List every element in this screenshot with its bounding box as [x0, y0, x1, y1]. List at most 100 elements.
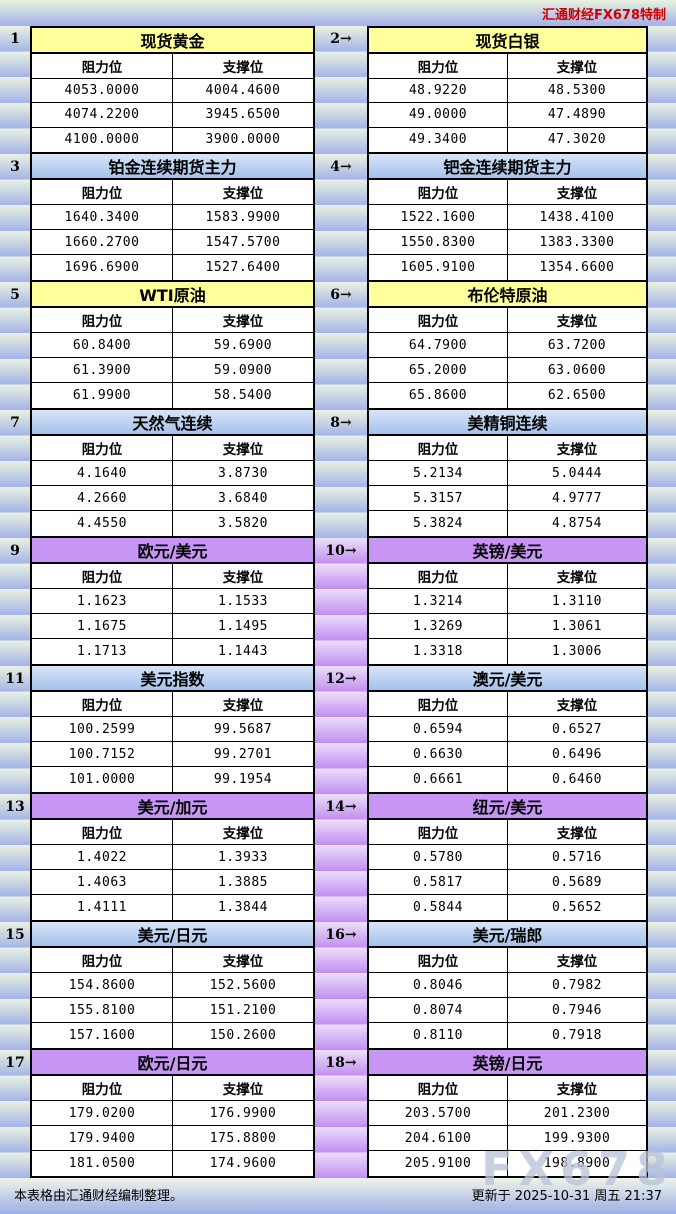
resistance-value: 5.3824: [369, 511, 508, 536]
left-gutter: 17: [0, 1050, 30, 1178]
panels-grid: 1 现货黄金 阻力位 支撑位 4053.0000 4004.4600 4074.…: [0, 26, 676, 1178]
support-value: 1383.3300: [508, 230, 646, 255]
row-index-label: 9: [10, 543, 20, 559]
panel-usd-cad: 美元/加元 阻力位 支撑位 1.4022 1.3933 1.4063 1.388…: [30, 794, 315, 922]
resistance-header: 阻力位: [32, 1076, 173, 1101]
support-value: 0.6460: [552, 772, 602, 787]
panel-header-row: 阻力位 支撑位: [32, 54, 313, 79]
panel-data-row: 5.2134 5.0444: [369, 461, 646, 486]
panel-data-row: 64.7900 63.7200: [369, 333, 646, 358]
resistance-value: 48.9220: [369, 78, 508, 103]
row-index-label: 3: [10, 159, 20, 175]
resistance-header: 阻力位: [369, 180, 508, 205]
brand-label: 汇通财经FX678特制: [541, 7, 666, 23]
support-header: 支撑位: [508, 180, 646, 205]
block-row: 11 美元指数 阻力位 支撑位 100.2599 99.5687 100.715…: [0, 666, 676, 794]
panel-header-row: 阻力位 支撑位: [369, 436, 646, 461]
panel-natural-gas: 天然气连续 阻力位 支撑位 4.1640 3.8730 4.2660 3.684…: [30, 410, 315, 538]
panel-data-row: 0.8110 0.7918: [369, 1023, 646, 1048]
panel-header-row: 阻力位 支撑位: [369, 180, 646, 205]
panel-data-row: 1.3214 1.3110: [369, 589, 646, 614]
resistance-value: 4053.0000: [32, 78, 173, 103]
middle-gutter: 6→: [315, 282, 367, 410]
support-value: 1.1533: [173, 589, 313, 614]
support-value: 3.8730: [173, 461, 313, 486]
support-value: 99.2701: [173, 742, 313, 767]
panel-data-row: 49.3400 47.3020: [369, 127, 646, 152]
resistance-value: 64.7900: [369, 333, 508, 358]
panel-data-row: 100.2599 99.5687: [32, 717, 313, 742]
panel-data-row: 4.1640 3.8730: [32, 461, 313, 486]
panel-header-row: 阻力位 支撑位: [369, 308, 646, 333]
resistance-value: 0.6661: [369, 767, 508, 792]
resistance-header: 阻力位: [32, 308, 173, 333]
support-value: 176.9900: [173, 1101, 313, 1126]
panel-header-row: 阻力位 支撑位: [369, 564, 646, 589]
support-value: 99.1954: [213, 772, 273, 787]
resistance-header: 阻力位: [32, 180, 173, 205]
panel-data-row: 5.3157 4.9777: [369, 486, 646, 511]
left-gutter: 13: [0, 794, 30, 922]
resistance-value: 0.8110: [369, 1023, 508, 1048]
support-value: 0.7982: [508, 973, 646, 998]
block-row: 9 欧元/美元 阻力位 支撑位 1.1623 1.1533 1.1675 1.1…: [0, 538, 676, 666]
panel-title: 钯金连续期货主力: [369, 154, 646, 180]
panel-title: 天然气连续: [32, 410, 313, 436]
resistance-value: 0.6594: [369, 717, 508, 742]
support-value: 3.6840: [173, 486, 313, 511]
panel-header-row: 阻力位 支撑位: [369, 692, 646, 717]
resistance-value: 205.9100: [369, 1151, 508, 1176]
row-index-arrow-label: 4→: [330, 159, 352, 175]
block-row: 3 铂金连续期货主力 阻力位 支撑位 1640.3400 1583.9900 1…: [0, 154, 676, 282]
resistance-value: 0.8046: [369, 973, 508, 998]
panel-data-row: 4100.0000 3900.0000: [32, 127, 313, 152]
panel-usd-jpy: 美元/日元 阻力位 支撑位 154.8600 152.5600 155.8100…: [30, 922, 315, 1050]
resistance-value: 1696.6900: [32, 255, 173, 280]
support-value: 62.6500: [547, 388, 607, 403]
resistance-value: 4100.0000: [32, 127, 173, 152]
support-value: 1354.6600: [539, 260, 615, 275]
resistance-value: 0.5817: [369, 870, 508, 895]
panel-title: 铂金连续期货主力: [32, 154, 313, 180]
resistance-value: 179.0200: [32, 1101, 173, 1126]
resistance-header: 阻力位: [32, 948, 173, 973]
resistance-header: 阻力位: [32, 54, 173, 79]
right-gutter: [648, 26, 676, 154]
panel-title: 美元/加元: [32, 794, 313, 820]
block-row: 13 美元/加元 阻力位 支撑位 1.4022 1.3933 1.4063 1.…: [0, 794, 676, 922]
support-header: 支撑位: [508, 54, 646, 79]
panel-data-row: 204.6100 199.9300: [369, 1126, 646, 1151]
panel-data-row: 61.3900 59.0900: [32, 358, 313, 383]
panel-data-row: 1.4111 1.3844: [32, 895, 313, 920]
panel-aud-usd: 澳元/美元 阻力位 支撑位 0.6594 0.6527 0.6630 0.649…: [367, 666, 648, 794]
resistance-header: 阻力位: [32, 564, 173, 589]
panel-data-row: 4.4550 3.5820: [32, 511, 313, 536]
middle-gutter: 2→: [315, 26, 367, 154]
support-value: 1.1443: [218, 644, 268, 659]
panel-data-row: 0.5844 0.5652: [369, 895, 646, 920]
panel-header-row: 阻力位 支撑位: [369, 948, 646, 973]
support-value: 152.5600: [173, 973, 313, 998]
panel-title: 欧元/日元: [32, 1050, 313, 1076]
support-header: 支撑位: [173, 308, 313, 333]
panel-data-row: 1.1675 1.1495: [32, 614, 313, 639]
panel-title: WTI原油: [32, 282, 313, 308]
panel-header-row: 阻力位 支撑位: [32, 308, 313, 333]
support-value: 1.1495: [173, 614, 313, 639]
panel-title: 英镑/日元: [369, 1050, 646, 1076]
panel-title: 美精铜连续: [369, 410, 646, 436]
resistance-value: 49.0000: [369, 103, 508, 128]
panel-title: 英镑/美元: [369, 538, 646, 564]
resistance-value: 5.3157: [369, 486, 508, 511]
panel-brent-crude: 布伦特原油 阻力位 支撑位 64.7900 63.7200 65.2000 63…: [367, 282, 648, 410]
left-gutter: 3: [0, 154, 30, 282]
support-value: 198.8900: [543, 1156, 611, 1171]
footer-source-note: 本表格由汇通财经编制整理。: [14, 1188, 184, 1204]
panel-data-row: 4053.0000 4004.4600: [32, 78, 313, 103]
block-row: 15 美元/日元 阻力位 支撑位 154.8600 152.5600 155.8…: [0, 922, 676, 1050]
resistance-header: 阻力位: [369, 308, 508, 333]
panel-spot-gold: 现货黄金 阻力位 支撑位 4053.0000 4004.4600 4074.22…: [30, 26, 315, 154]
resistance-value: 0.6630: [369, 742, 508, 767]
right-gutter: [648, 538, 676, 666]
